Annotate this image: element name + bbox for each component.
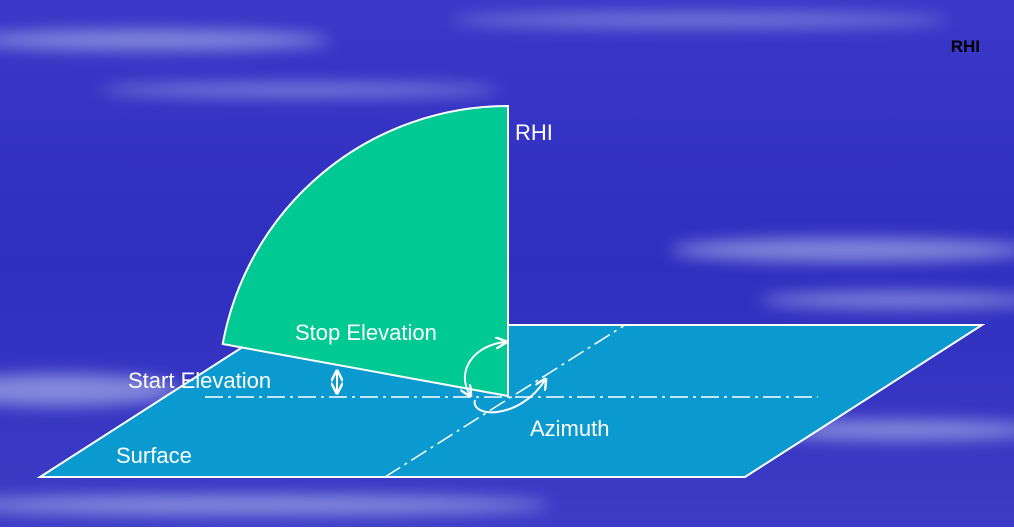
start-elevation-label: Start Elevation — [128, 368, 271, 393]
surface-plane — [36, 324, 986, 478]
arrows — [337, 342, 545, 414]
scan-label: RHI — [515, 120, 553, 145]
rhi-sector — [221, 104, 509, 398]
stop-elevation-label: Stop Elevation — [295, 320, 437, 345]
axis-lines — [205, 324, 818, 478]
surface-label: Surface — [116, 443, 192, 468]
azimuth-label: Azimuth — [530, 416, 609, 441]
title: RHI — [951, 37, 980, 56]
